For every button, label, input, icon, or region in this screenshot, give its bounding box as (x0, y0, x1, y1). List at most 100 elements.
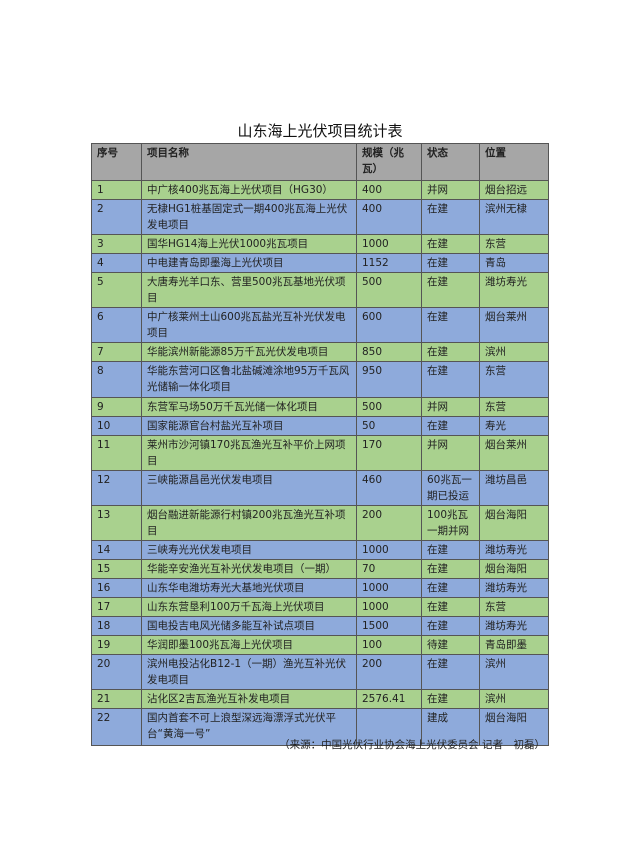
cell-index: 9 (91, 397, 142, 417)
cell-index: 2 (91, 199, 142, 235)
cell-location: 寿光 (479, 416, 549, 436)
cell-status: 在建 (421, 234, 480, 254)
cell-name: 中广核莱州土山600兆瓦盐光互补光伏发电项目 (141, 307, 357, 343)
cell-name: 山东东营垦利100万千瓦海上光伏项目 (141, 597, 357, 617)
cell-index: 14 (91, 540, 142, 560)
cell-status: 并网 (421, 180, 480, 200)
cell-location: 滨州 (479, 654, 549, 690)
cell-location: 滨州 (479, 689, 549, 709)
cell-index: 4 (91, 253, 142, 273)
cell-scale: 400 (356, 199, 422, 235)
cell-scale: 1000 (356, 578, 422, 598)
cell-location: 滨州无棣 (479, 199, 549, 235)
table-row: 1 中广核400兆瓦海上光伏项目（HG30） 400 并网 烟台招远 (91, 180, 549, 200)
cell-scale: 1152 (356, 253, 422, 273)
cell-scale: 170 (356, 435, 422, 471)
cell-name: 三峡寿光光伏发电项目 (141, 540, 357, 560)
cell-name: 中电建青岛即墨海上光伏项目 (141, 253, 357, 273)
cell-index: 10 (91, 416, 142, 436)
cell-location: 青岛 (479, 253, 549, 273)
table-title: 山东海上光伏项目统计表 (237, 122, 403, 140)
cell-scale (356, 708, 422, 746)
table-row: 15 华能辛安渔光互补光伏发电项目（一期） 70 在建 烟台海阳 (91, 559, 549, 579)
cell-location: 潍坊寿光 (479, 540, 549, 560)
cell-index: 17 (91, 597, 142, 617)
header-location: 位置 (479, 143, 549, 181)
cell-location: 东营 (479, 397, 549, 417)
projects-table: 序号 项目名称 规模（兆瓦） 状态 位置 1 中广核400兆瓦海上光伏项目（HG3… (91, 143, 549, 746)
cell-location: 烟台莱州 (479, 435, 549, 471)
cell-status: 在建 (421, 689, 480, 709)
header-row: 序号 项目名称 规模（兆瓦） 状态 位置 (91, 143, 549, 181)
table-row: 4 中电建青岛即墨海上光伏项目 1152 在建 青岛 (91, 253, 549, 273)
cell-scale: 100 (356, 635, 422, 655)
cell-name: 沾化区2吉瓦渔光互补发电项目 (141, 689, 357, 709)
cell-location: 东营 (479, 597, 549, 617)
cell-index: 12 (91, 470, 142, 506)
header-scale: 规模（兆瓦） (356, 143, 422, 181)
table-row: 9 东营军马场50万千瓦光储一体化项目 500 并网 东营 (91, 397, 549, 417)
cell-scale: 460 (356, 470, 422, 506)
cell-scale: 1000 (356, 234, 422, 254)
cell-name: 莱州市沙河镇170兆瓦渔光互补平价上网项目 (141, 435, 357, 471)
cell-name: 华能东营河口区鲁北盐碱滩涂地95万千瓦风光储输一体化项目 (141, 361, 357, 398)
table-row: 8 华能东营河口区鲁北盐碱滩涂地95万千瓦风光储输一体化项目 950 在建 东营 (91, 361, 549, 398)
table-row: 5 大唐寿光羊口东、营里500兆瓦基地光伏项目 500 在建 潍坊寿光 (91, 272, 549, 308)
cell-index: 8 (91, 361, 142, 398)
cell-status: 在建 (421, 307, 480, 343)
cell-location: 滨州 (479, 342, 549, 362)
cell-status: 在建 (421, 342, 480, 362)
cell-status: 待建 (421, 635, 480, 655)
cell-name: 国电投吉电风光储多能互补试点项目 (141, 616, 357, 636)
cell-name: 华能辛安渔光互补光伏发电项目（一期） (141, 559, 357, 579)
cell-name: 大唐寿光羊口东、营里500兆瓦基地光伏项目 (141, 272, 357, 308)
cell-location: 东营 (479, 234, 549, 254)
cell-index: 20 (91, 654, 142, 690)
cell-index: 18 (91, 616, 142, 636)
cell-location: 烟台海阳 (479, 708, 549, 746)
source-note: （来源：中国光伏行业协会海上光伏委员会 记者 初磊） (279, 739, 545, 751)
cell-index: 22 (91, 708, 142, 746)
cell-index: 5 (91, 272, 142, 308)
cell-location: 烟台莱州 (479, 307, 549, 343)
cell-name: 滨州电投沾化B12-1（一期）渔光互补光伏发电项目 (141, 654, 357, 690)
table-row: 22 国内首套不可上浪型深远海漂浮式光伏平台“黄海一号” 建成 烟台海阳 (91, 708, 549, 746)
cell-index: 16 (91, 578, 142, 598)
cell-status: 在建 (421, 597, 480, 617)
cell-status: 在建 (421, 416, 480, 436)
cell-location: 潍坊寿光 (479, 578, 549, 598)
cell-status: 60兆瓦一期已投运 (421, 470, 480, 506)
cell-scale: 500 (356, 397, 422, 417)
table-row: 10 国家能源官台村盐光互补项目 50 在建 寿光 (91, 416, 549, 436)
cell-name: 国华HG14海上光伏1000兆瓦项目 (141, 234, 357, 254)
cell-location: 潍坊寿光 (479, 272, 549, 308)
cell-location: 烟台招远 (479, 180, 549, 200)
cell-status: 在建 (421, 616, 480, 636)
cell-status: 在建 (421, 199, 480, 235)
cell-name: 山东华电潍坊寿光大基地光伏项目 (141, 578, 357, 598)
cell-location: 潍坊寿光 (479, 616, 549, 636)
cell-scale: 850 (356, 342, 422, 362)
cell-index: 3 (91, 234, 142, 254)
cell-index: 6 (91, 307, 142, 343)
cell-status: 并网 (421, 435, 480, 471)
table-row: 14 三峡寿光光伏发电项目 1000 在建 潍坊寿光 (91, 540, 549, 560)
table-row: 2 无棣HG1桩基固定式一期400兆瓦海上光伏发电项目 400 在建 滨州无棣 (91, 199, 549, 235)
cell-location: 东营 (479, 361, 549, 398)
cell-status: 100兆瓦一期并网 (421, 505, 480, 541)
table-row: 3 国华HG14海上光伏1000兆瓦项目 1000 在建 东营 (91, 234, 549, 254)
header-name: 项目名称 (141, 143, 357, 181)
table-row: 7 华能滨州新能源85万千瓦光伏发电项目 850 在建 滨州 (91, 342, 549, 362)
table-row: 13 烟台融进新能源行村镇200兆瓦渔光互补项目 200 100兆瓦一期并网 烟台海阳 (91, 505, 549, 541)
table-row: 20 滨州电投沾化B12-1（一期）渔光互补光伏发电项目 200 在建 滨州 (91, 654, 549, 690)
cell-name: 三峡能源昌邑光伏发电项目 (141, 470, 357, 506)
cell-index: 7 (91, 342, 142, 362)
cell-status: 在建 (421, 361, 480, 398)
cell-name: 国家能源官台村盐光互补项目 (141, 416, 357, 436)
cell-scale: 500 (356, 272, 422, 308)
cell-scale: 1000 (356, 540, 422, 560)
table-row: 21 沾化区2吉瓦渔光互补发电项目 2576.41 在建 滨州 (91, 689, 549, 709)
cell-index: 21 (91, 689, 142, 709)
cell-location: 潍坊昌邑 (479, 470, 549, 506)
